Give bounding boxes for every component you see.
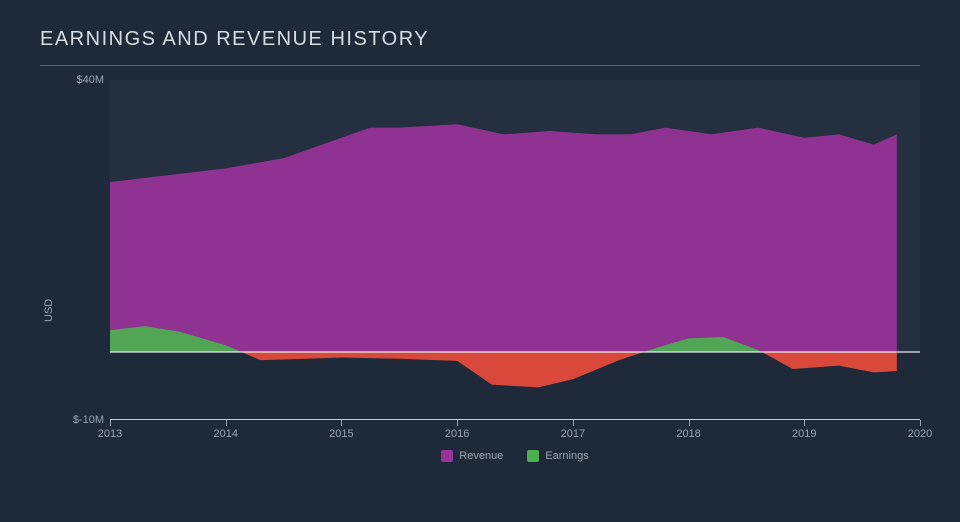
chart-area: USD $40M $-10M 2013 2014 2015 2016 2017 2018 2… <box>40 80 920 480</box>
legend-swatch-revenue <box>441 450 453 462</box>
chart-title: EARNINGS AND REVENUE HISTORY <box>40 28 920 66</box>
plot-column: 20132014201520162017201820192020 Revenue… <box>110 80 920 480</box>
x-tick <box>689 420 690 426</box>
x-axis: 20132014201520162017201820192020 <box>110 420 920 444</box>
y-label-bottom: $-10M <box>73 414 104 426</box>
x-label: 2013 <box>98 428 122 440</box>
y-axis-title: USD <box>40 80 58 480</box>
x-tick <box>226 420 227 426</box>
legend-item-earnings: Earnings <box>527 450 588 462</box>
legend-item-revenue: Revenue <box>441 450 503 462</box>
legend-swatch-earnings <box>527 450 539 462</box>
chart-container: EARNINGS AND REVENUE HISTORY USD $40M $-… <box>0 0 960 522</box>
x-label: 2019 <box>792 428 816 440</box>
y-axis-labels: $40M $-10M <box>58 80 110 420</box>
x-tick <box>110 420 111 426</box>
plot-area <box>110 80 920 420</box>
x-tick <box>457 420 458 426</box>
x-label: 2020 <box>908 428 932 440</box>
plot-svg <box>110 80 920 420</box>
x-tick <box>341 420 342 426</box>
y-label-top: $40M <box>76 74 104 86</box>
x-label: 2015 <box>329 428 353 440</box>
x-tick <box>573 420 574 426</box>
x-tick <box>920 420 921 426</box>
legend-label-revenue: Revenue <box>459 450 503 462</box>
legend-label-earnings: Earnings <box>545 450 588 462</box>
x-label: 2018 <box>676 428 700 440</box>
legend: Revenue Earnings <box>110 450 920 462</box>
x-label: 2016 <box>445 428 469 440</box>
x-label: 2017 <box>561 428 585 440</box>
x-label: 2014 <box>213 428 237 440</box>
x-tick <box>804 420 805 426</box>
